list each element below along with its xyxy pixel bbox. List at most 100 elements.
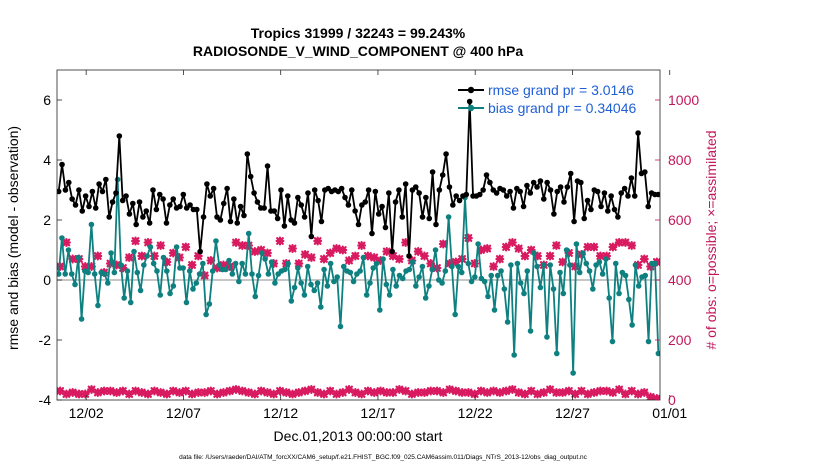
rmse-point: [369, 230, 375, 237]
left-y-tick-label: 4: [43, 152, 51, 168]
rmse-point: [463, 191, 470, 198]
bias-point: [104, 280, 111, 286]
legend-bias-marker: [467, 104, 475, 112]
rmse-point: [503, 193, 510, 199]
bias-point: [521, 290, 527, 297]
bias-point: [511, 352, 517, 358]
bias-point: [517, 280, 524, 286]
left-y-tick-label: 0: [43, 272, 51, 288]
obs-lower-marker: [350, 388, 360, 397]
bias-point: [268, 259, 275, 265]
bias-point: [318, 304, 324, 310]
obs-upper-marker: [382, 247, 392, 256]
rmse-point: [271, 208, 278, 214]
obs-lower-marker: [57, 386, 65, 396]
obs-lower-marker: [218, 388, 228, 397]
obs-lower-marker: [570, 389, 580, 399]
rmse-point: [355, 221, 362, 228]
obs-upper-marker: [526, 245, 536, 255]
bias-point: [596, 259, 603, 265]
bias-point: [527, 328, 534, 334]
bias-point: [370, 265, 377, 271]
bias-point: [200, 260, 206, 267]
rmse-point: [133, 221, 139, 228]
obs-upper-marker: [401, 238, 411, 247]
bias-point: [455, 263, 462, 270]
rmse-point: [510, 205, 517, 211]
obs-upper-marker: [363, 251, 373, 261]
obs-lower-marker: [432, 386, 442, 396]
rmse-point: [345, 202, 352, 208]
obs-lower-marker: [294, 388, 304, 397]
bias-point: [118, 262, 124, 268]
bias-point: [196, 271, 203, 277]
rmse-point: [561, 199, 567, 205]
rmse-point: [116, 133, 123, 139]
bias-point: [468, 278, 475, 285]
obs-lower-marker: [614, 385, 624, 394]
bias-point: [586, 268, 593, 274]
rmse-point: [453, 193, 459, 199]
rmse-point: [254, 199, 261, 205]
obs-upper-marker: [357, 241, 367, 250]
bias-point: [504, 319, 511, 325]
rmse-point: [608, 193, 614, 199]
obs-upper-marker: [143, 238, 153, 247]
rmse-point: [291, 220, 298, 226]
rmse-point: [554, 188, 561, 195]
rmse-point: [635, 130, 641, 136]
obs-upper-marker: [181, 242, 191, 252]
bias-point: [409, 259, 416, 265]
obs-lower-marker: [476, 386, 486, 396]
bias-point: [131, 248, 137, 255]
bias-point: [72, 281, 78, 288]
bias-point: [226, 257, 232, 264]
obs-upper-marker: [614, 238, 624, 247]
obs-lower-marker: [181, 386, 191, 396]
bias-point: [488, 272, 495, 279]
bias-point: [580, 250, 586, 256]
bias-point: [206, 301, 213, 307]
obs-lower-marker: [74, 389, 84, 399]
bias-point: [373, 260, 380, 267]
bias-point: [127, 299, 134, 306]
rmse-point: [210, 185, 217, 192]
obs-upper-marker: [137, 251, 147, 261]
bias-point: [642, 272, 649, 279]
left-y-tick-label: -4: [39, 392, 52, 408]
obs-lower-marker: [369, 388, 379, 397]
rmse-point: [534, 184, 540, 190]
rmse-point: [423, 194, 429, 201]
bias-point: [144, 253, 150, 259]
rmse-point: [62, 187, 69, 193]
bias-point: [183, 299, 190, 306]
obs-upper-marker: [319, 254, 329, 264]
rmse-point: [530, 179, 537, 186]
obs-upper-marker: [338, 245, 348, 255]
bias-point: [363, 292, 370, 298]
bias-point: [88, 221, 95, 228]
bias-point: [281, 266, 288, 273]
bias-point: [272, 280, 278, 286]
right-y-tick-label: 0: [668, 392, 676, 408]
bias-point: [291, 284, 298, 291]
right-y-tick-label: 1000: [668, 92, 699, 108]
obs-lower-marker: [112, 388, 122, 397]
obs-upper-marker: [445, 259, 455, 268]
legend-rmse-marker: [467, 86, 475, 94]
obs-upper-marker: [288, 244, 298, 253]
rmse-point: [581, 215, 588, 222]
bias-point: [367, 280, 373, 286]
rmse-point: [301, 214, 308, 220]
obs-lower-marker: [244, 388, 254, 397]
bias-point: [570, 370, 576, 376]
rmse-point: [99, 188, 106, 195]
obs-lower-series: [57, 385, 660, 400]
obs-upper-marker: [602, 251, 612, 261]
bias-point: [85, 269, 91, 276]
bias-point: [327, 260, 334, 267]
obs-lower-marker: [325, 386, 335, 396]
rmse-point: [557, 184, 564, 190]
bias-point: [209, 268, 216, 274]
obs-upper-marker: [463, 233, 473, 243]
